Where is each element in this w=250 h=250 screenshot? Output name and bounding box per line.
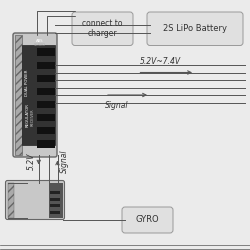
Bar <box>37 48 55 56</box>
Text: SERVO: SERVO <box>34 43 46 47</box>
Text: 2S LiPo Battery: 2S LiPo Battery <box>163 24 227 33</box>
Text: connect to
charger: connect to charger <box>82 19 123 38</box>
Bar <box>50 211 60 214</box>
Bar <box>22 45 55 145</box>
Text: Signal: Signal <box>60 150 69 173</box>
Bar <box>50 191 60 194</box>
FancyBboxPatch shape <box>13 33 57 157</box>
Bar <box>15 35 22 155</box>
Bar <box>37 88 55 95</box>
Bar <box>49 182 62 218</box>
Text: Signal: Signal <box>105 101 128 110</box>
FancyBboxPatch shape <box>147 12 243 46</box>
Text: 5.2V~7.4V: 5.2V~7.4V <box>140 57 181 66</box>
Text: REGULATOR: REGULATOR <box>26 103 30 127</box>
Text: GYRO: GYRO <box>136 216 159 224</box>
Bar <box>37 101 55 108</box>
Bar <box>50 198 60 201</box>
Text: 5.2V: 5.2V <box>27 152 36 170</box>
Bar <box>37 75 55 82</box>
FancyBboxPatch shape <box>6 180 64 220</box>
FancyBboxPatch shape <box>72 12 133 46</box>
Bar <box>37 140 55 147</box>
Text: DUAL POWER: DUAL POWER <box>26 69 30 96</box>
Bar <box>37 127 55 134</box>
FancyBboxPatch shape <box>122 207 173 233</box>
Bar <box>8 182 14 218</box>
Bar <box>50 204 60 207</box>
Text: RECEIVER: RECEIVER <box>30 109 34 126</box>
Text: ABS: ABS <box>36 39 43 43</box>
Bar <box>37 114 55 121</box>
Bar <box>37 62 55 69</box>
